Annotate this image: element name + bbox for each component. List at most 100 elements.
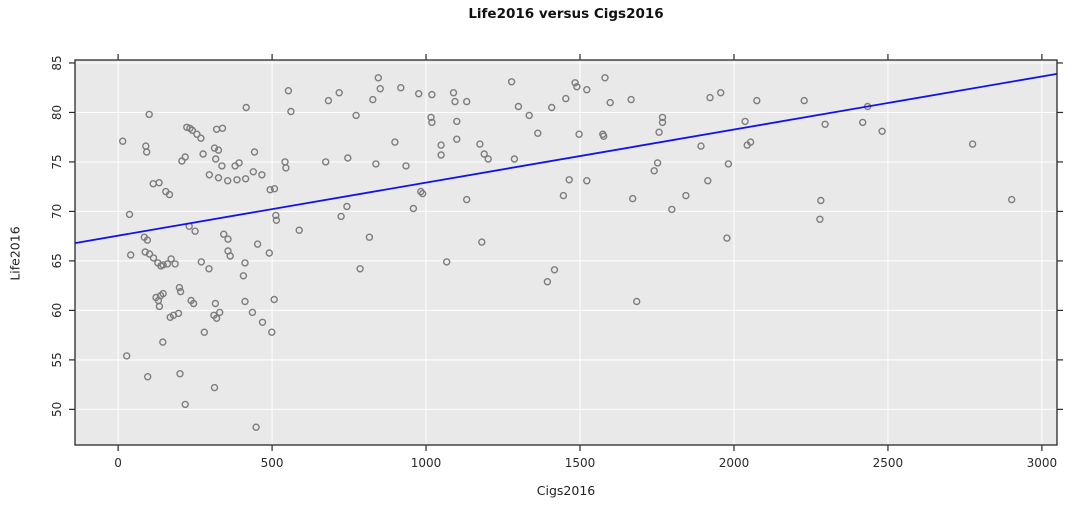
data-point: [365, 233, 374, 241]
data-point: [219, 230, 228, 238]
data-point: [753, 96, 761, 105]
data-point: [272, 216, 281, 225]
data-point: [706, 93, 714, 102]
data-point: [155, 302, 164, 311]
data-point: [369, 95, 377, 104]
data-point: [724, 160, 733, 168]
data-point: [211, 155, 220, 163]
data-point: [344, 154, 352, 162]
data-point: [226, 252, 234, 260]
data-point: [253, 240, 262, 248]
data-point: [205, 265, 213, 273]
data-point: [337, 212, 345, 221]
data-point: [484, 155, 492, 163]
data-point: [266, 185, 274, 194]
data-point: [189, 299, 198, 308]
data-point: [629, 194, 637, 203]
data-point: [717, 88, 725, 97]
data-point: [324, 96, 333, 105]
data-point: [723, 234, 731, 242]
data-point: [284, 86, 293, 95]
data-point: [571, 79, 579, 87]
data-point: [352, 111, 360, 120]
data-point: [178, 157, 186, 165]
data-point: [175, 283, 184, 292]
y-tick-label: 55: [50, 352, 64, 367]
data-point: [510, 155, 519, 163]
data-point: [402, 162, 410, 170]
data-point: [248, 308, 257, 317]
data-point: [453, 135, 461, 143]
data-point: [391, 138, 399, 146]
data-point: [525, 111, 533, 120]
data-point: [142, 148, 151, 156]
data-point: [453, 117, 461, 126]
data-point: [565, 176, 573, 184]
data-point: [443, 258, 451, 266]
data-point: [655, 128, 663, 136]
x-axis-label: Cigs2016: [536, 483, 596, 498]
data-point: [859, 118, 867, 127]
y-tick-label: 85: [50, 55, 64, 70]
data-point: [210, 383, 219, 392]
plot-border: [74, 59, 1058, 446]
data-point: [214, 146, 223, 154]
data-point: [181, 400, 189, 409]
data-point: [428, 90, 436, 99]
data-point: [658, 118, 667, 127]
data-point: [295, 226, 303, 234]
data-point: [258, 171, 266, 179]
data-point: [476, 140, 484, 148]
data-point: [514, 102, 523, 111]
data-point: [415, 89, 423, 98]
data-point: [218, 162, 226, 170]
data-point: [356, 265, 364, 273]
data-point: [159, 261, 167, 269]
data-point: [174, 309, 183, 318]
data-point: [215, 308, 224, 317]
data-point: [122, 352, 131, 360]
data-point: [697, 142, 705, 150]
data-point: [650, 167, 658, 175]
x-tick-label: 1000: [411, 456, 442, 470]
data-point: [159, 338, 167, 346]
data-point: [968, 140, 977, 148]
data-point: [188, 126, 197, 135]
plot-background: [75, 60, 1057, 445]
data-point: [165, 190, 174, 199]
data-point: [704, 176, 712, 185]
data-point: [451, 97, 459, 106]
data-point: [559, 191, 568, 200]
data-point: [159, 289, 167, 298]
data-point: [335, 88, 343, 97]
data-point: [627, 95, 635, 104]
data-point: [437, 151, 445, 159]
y-tick-label: 50: [50, 402, 64, 417]
data-point: [155, 178, 163, 187]
data-point: [417, 187, 425, 196]
data-point: [191, 227, 199, 235]
data-point: [374, 74, 382, 82]
data-point: [534, 129, 542, 137]
data-point: [214, 174, 223, 182]
data-point: [239, 272, 248, 280]
data-point: [878, 127, 886, 136]
data-point: [210, 144, 219, 152]
data-point: [265, 249, 273, 257]
data-point: [212, 314, 221, 322]
data-point: [653, 159, 662, 167]
x-tick-label: 2500: [873, 456, 904, 470]
data-point: [543, 278, 552, 286]
data-point: [463, 195, 471, 204]
data-point: [601, 74, 609, 82]
data-point: [126, 251, 135, 259]
data-point: [211, 299, 220, 308]
data-point: [816, 215, 824, 224]
data-point: [282, 164, 290, 172]
data-point: [573, 82, 581, 91]
data-point: [235, 159, 243, 167]
data-point: [437, 141, 445, 149]
data-point: [633, 297, 641, 306]
y-tick-label: 60: [50, 303, 64, 318]
data-point: [428, 118, 436, 127]
